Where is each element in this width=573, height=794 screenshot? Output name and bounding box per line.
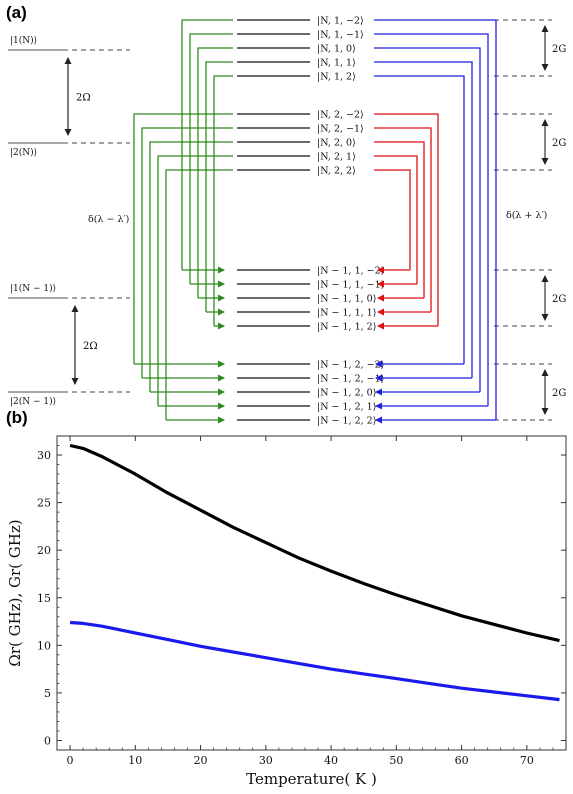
- spacing-label: 2G: [552, 138, 566, 149]
- red-connector: [374, 141, 425, 298]
- level-label: |N, 1, 0⟩: [317, 44, 356, 55]
- y-tick-label: 20: [37, 544, 51, 557]
- level-label: |N − 1, 2, 0⟩: [317, 388, 376, 399]
- red-connector: [374, 169, 411, 270]
- green-connector: [205, 61, 233, 312]
- level-label: |N − 1, 2, −1⟩: [317, 374, 384, 385]
- level-label: |N − 1, 2, −2⟩: [317, 360, 384, 371]
- level-label: |N − 1, 1, −2⟩: [317, 266, 384, 277]
- left-state-label: |2(N − 1)⟩: [10, 396, 56, 407]
- red-connector: [374, 155, 418, 284]
- spacing-label: 2Ω: [83, 341, 98, 352]
- blue-connector: [374, 61, 473, 378]
- level-label: |N, 2, −2⟩: [317, 110, 364, 121]
- level-label: |N, 1, −1⟩: [317, 30, 364, 41]
- green-connector: [133, 113, 233, 364]
- level-label: |N − 1, 1, 1⟩: [317, 308, 376, 319]
- y-tick-label: 0: [44, 734, 51, 747]
- x-tick-label: 70: [520, 754, 534, 767]
- panel-a-label: (a): [6, 3, 27, 22]
- level-label: |N, 1, 2⟩: [317, 72, 356, 83]
- green-connector: [165, 169, 233, 420]
- y-tick-label: 10: [37, 639, 51, 652]
- level-label: |N, 2, 0⟩: [317, 138, 356, 149]
- level-label: |N, 2, 2⟩: [317, 166, 356, 177]
- x-axis-label: Temperature( K ): [246, 770, 377, 788]
- x-tick-label: 40: [324, 754, 338, 767]
- green-connector: [197, 47, 233, 298]
- spacing-label: 2Ω: [76, 93, 91, 104]
- left-state-label: |1(N)⟩: [10, 35, 37, 46]
- level-label: |N, 1, 1⟩: [317, 58, 356, 69]
- temperature-chart: 0 10 20 30 40 50 60 70 0 5 10 15 20 25 30 Temperature( …: [6, 435, 567, 788]
- series-line-1: [69, 443, 560, 643]
- left-state-label: |2(N)⟩: [10, 147, 37, 158]
- red-connector: [374, 113, 439, 326]
- level-label: |N − 1, 2, 1⟩: [317, 402, 376, 413]
- level-label: |N − 1, 1, −1⟩: [317, 280, 384, 291]
- x-tick-label: 10: [128, 754, 142, 767]
- level-label: |N − 1, 2, 2⟩: [317, 416, 376, 427]
- blue-connector: [374, 75, 465, 364]
- left-state-label: |1(N − 1)⟩: [10, 283, 56, 294]
- level-label: |N, 2, −1⟩: [317, 124, 364, 135]
- spacing-label: 2G: [552, 388, 566, 399]
- red-connector: [374, 127, 432, 312]
- spacing-label: 2G: [552, 294, 566, 305]
- x-tick-label: 0: [67, 754, 74, 767]
- panel-b-label: (b): [6, 408, 28, 427]
- energy-level-diagram: |N, 1, −2⟩ |N, 1, −1⟩ |N, 1, 0⟩ |N, 1, 1⟩ |N…: [8, 16, 566, 427]
- level-label: |N, 1, −2⟩: [317, 16, 364, 27]
- level-label: |N, 2, 1⟩: [317, 152, 356, 163]
- y-tick-label: 5: [44, 687, 51, 700]
- green-connector: [181, 19, 233, 270]
- blue-connector: [374, 47, 481, 392]
- y-tick-label: 25: [37, 497, 51, 510]
- delta-minus-label: δ(λ − λ′): [88, 214, 129, 225]
- blue-connector: [374, 19, 497, 420]
- blue-connector: [374, 33, 489, 406]
- green-connector: [149, 141, 233, 392]
- series-line-2: [69, 620, 560, 702]
- x-tick-label: 20: [194, 754, 208, 767]
- y-tick-label: 15: [37, 592, 51, 605]
- green-connector: [157, 155, 233, 406]
- delta-plus-label: δ(λ + λ′): [506, 210, 547, 221]
- x-tick-label: 50: [389, 754, 403, 767]
- level-label: |N − 1, 1, 0⟩: [317, 294, 376, 305]
- level-label: |N − 1, 1, 2⟩: [317, 322, 376, 333]
- green-connector: [189, 33, 233, 284]
- plot-frame: [56, 435, 567, 751]
- spacing-label: 2G: [552, 44, 566, 55]
- green-connector: [141, 127, 233, 378]
- x-tick-label: 30: [259, 754, 273, 767]
- x-tick-label: 60: [455, 754, 469, 767]
- green-connector: [213, 75, 233, 326]
- y-tick-label: 30: [37, 449, 51, 462]
- y-axis-label: Ωr( GHz), Gr( GHz): [6, 519, 24, 666]
